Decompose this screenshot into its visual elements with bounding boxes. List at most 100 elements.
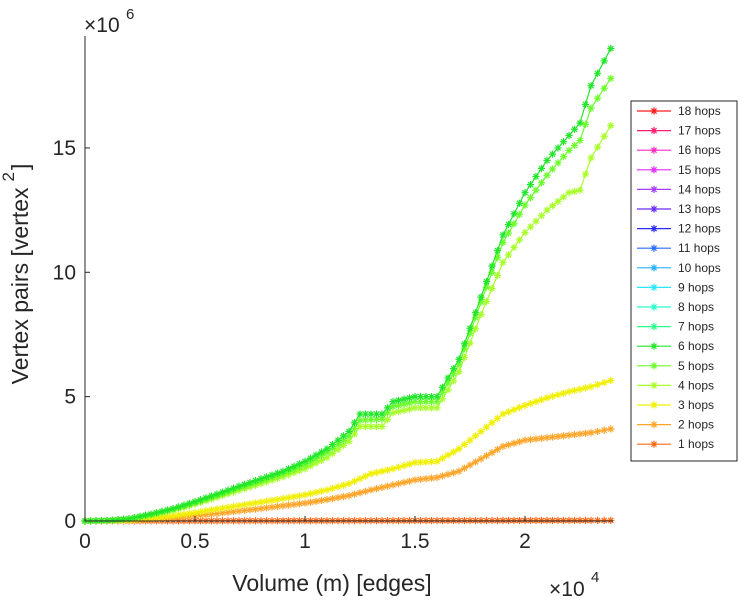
legend-marker — [650, 127, 658, 135]
data-point — [290, 493, 298, 501]
data-point — [433, 473, 441, 482]
data-point — [207, 506, 216, 514]
data-point — [587, 154, 595, 162]
data-point — [273, 469, 282, 477]
data-point — [543, 171, 551, 179]
data-point — [455, 467, 463, 475]
data-point — [350, 477, 359, 485]
data-point — [600, 57, 608, 65]
data-point — [273, 502, 282, 511]
data-point — [147, 510, 155, 518]
data-point — [532, 172, 540, 181]
legend-item: 11 hops — [637, 241, 720, 255]
data-point — [180, 510, 188, 518]
data-point — [548, 202, 557, 210]
legend-marker — [650, 303, 658, 311]
data-point — [383, 466, 392, 474]
legend-label: 17 hops — [678, 124, 721, 138]
legend-item: 3 hops — [637, 398, 714, 412]
data-point — [108, 516, 117, 524]
axes — [84, 36, 613, 522]
data-point — [422, 404, 430, 412]
data-point — [196, 496, 205, 504]
data-point — [510, 220, 518, 228]
series-5-hops — [81, 74, 615, 525]
data-point — [394, 463, 403, 471]
data-point — [257, 504, 265, 513]
legend-item: 14 hops — [637, 182, 721, 196]
data-point — [559, 193, 568, 201]
legend-label: 5 hops — [678, 359, 714, 373]
legend-item: 10 hops — [637, 261, 721, 275]
data-point — [361, 487, 370, 495]
legend-marker — [650, 440, 658, 448]
data-point — [301, 457, 309, 465]
data-point — [389, 398, 397, 406]
data-point — [279, 467, 287, 475]
data-point — [526, 399, 535, 408]
x-tick-label: 2 — [519, 530, 531, 553]
data-point — [306, 454, 315, 462]
data-point — [455, 355, 463, 363]
legend-marker — [650, 283, 658, 291]
data-point — [570, 125, 579, 133]
legend-marker — [650, 401, 658, 409]
data-point — [301, 499, 309, 507]
data-point — [581, 170, 590, 178]
data-point — [537, 434, 546, 442]
series-line — [84, 48, 612, 522]
data-point — [543, 516, 551, 525]
data-point — [218, 488, 227, 496]
data-point — [268, 503, 276, 511]
data-point — [594, 143, 602, 151]
legend-marker — [650, 323, 658, 331]
data-point — [405, 405, 414, 413]
data-point — [367, 422, 375, 431]
data-point — [405, 399, 414, 407]
data-point — [587, 82, 595, 90]
data-point — [515, 199, 524, 207]
data-point — [526, 223, 535, 231]
legend-label: 7 hops — [678, 320, 714, 334]
data-point — [257, 498, 265, 506]
data-point — [607, 74, 615, 82]
data-point — [570, 187, 579, 196]
data-point — [594, 516, 602, 525]
data-point — [229, 502, 238, 511]
data-point — [394, 401, 403, 409]
data-point — [251, 499, 260, 507]
data-point — [372, 468, 381, 477]
data-point — [405, 460, 414, 468]
data-point — [471, 432, 480, 440]
data-point — [334, 494, 342, 502]
legend-item: 16 hops — [637, 143, 721, 157]
data-point — [152, 509, 161, 517]
data-point — [383, 482, 392, 490]
data-point — [554, 432, 562, 441]
data-point — [460, 340, 469, 348]
legend-marker — [650, 185, 658, 193]
data-point — [383, 416, 392, 424]
data-point — [378, 483, 386, 492]
data-point — [594, 69, 602, 77]
data-point — [356, 475, 364, 483]
data-point — [576, 119, 584, 127]
data-point — [515, 236, 524, 244]
data-point — [600, 378, 608, 387]
data-point — [438, 383, 447, 391]
data-point — [433, 404, 441, 412]
data-point — [600, 84, 608, 92]
data-point — [499, 442, 507, 450]
data-point — [218, 504, 227, 512]
series-layer — [81, 44, 615, 525]
data-point — [600, 426, 608, 434]
legend-item: 2 hops — [637, 418, 714, 432]
legend-marker — [650, 225, 658, 233]
data-point — [202, 494, 210, 502]
data-point — [532, 217, 540, 225]
y-multiplier-exponent: 6 — [126, 6, 134, 23]
data-point — [581, 100, 590, 108]
data-point — [460, 440, 469, 449]
data-point — [339, 432, 348, 440]
data-point — [576, 136, 584, 145]
